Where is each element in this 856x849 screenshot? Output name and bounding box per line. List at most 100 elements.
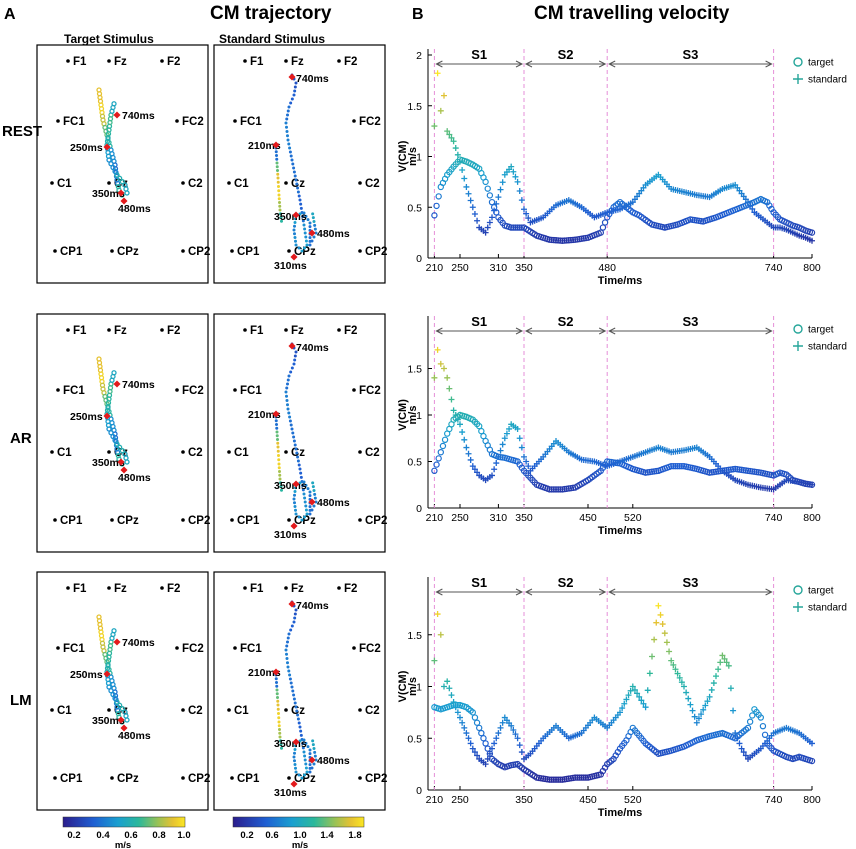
legend-target-label: target bbox=[808, 58, 834, 69]
data-point-standard bbox=[678, 679, 685, 686]
trajectory-point bbox=[292, 170, 296, 174]
electrode-dot bbox=[287, 776, 291, 780]
data-point-standard bbox=[809, 237, 815, 244]
trajectory-point bbox=[300, 776, 304, 780]
data-point-standard bbox=[661, 630, 668, 637]
trajectory-point bbox=[285, 117, 289, 121]
data-point-standard bbox=[457, 421, 463, 428]
trajectory-point bbox=[287, 105, 291, 109]
segment-arrow-head bbox=[524, 327, 533, 335]
trajectory-point bbox=[274, 419, 278, 423]
electrode-dot bbox=[110, 518, 114, 522]
trajectory-point bbox=[287, 632, 291, 636]
trajectory-point bbox=[304, 504, 308, 508]
electrode-dot bbox=[50, 450, 54, 454]
trajectory-point bbox=[288, 415, 292, 419]
trajectory-point bbox=[278, 470, 281, 473]
trajectory-point bbox=[280, 219, 283, 223]
trajectory-point bbox=[302, 750, 306, 754]
trajectory-point bbox=[296, 713, 300, 717]
data-point-standard bbox=[619, 705, 626, 712]
trajectory-point bbox=[293, 763, 297, 766]
data-point-standard bbox=[710, 680, 717, 687]
data-point-standard bbox=[469, 745, 476, 752]
data-point-standard bbox=[495, 730, 502, 737]
trajectory-point bbox=[305, 243, 309, 247]
data-point-standard bbox=[508, 163, 515, 170]
data-point-target bbox=[746, 718, 754, 725]
electrode-label-f1: F1 bbox=[73, 325, 87, 337]
trajectory-point bbox=[291, 689, 295, 693]
data-point-standard bbox=[674, 670, 681, 677]
data-point-standard bbox=[441, 683, 447, 690]
trajectory-point bbox=[293, 358, 297, 362]
data-point-target bbox=[554, 237, 562, 244]
segment-arrow-head bbox=[765, 327, 773, 335]
trajectory-point bbox=[110, 433, 116, 440]
series-standard bbox=[431, 602, 815, 768]
data-point-standard bbox=[514, 735, 521, 742]
y-tick-label: 2 bbox=[416, 50, 422, 62]
data-point-standard bbox=[689, 707, 696, 714]
series-standard bbox=[431, 346, 815, 493]
velocity-charts: 0 0.5 1 1.5 2 210 250 310 350 480 740 800 Time/ms V(C… bbox=[397, 47, 847, 819]
electrode-dot bbox=[53, 518, 57, 522]
trajectory-point bbox=[278, 731, 282, 735]
trajectory-point bbox=[294, 508, 297, 512]
trajectory-point bbox=[292, 497, 296, 501]
data-point-standard bbox=[695, 715, 702, 722]
colorbar-tick: 0.6 bbox=[265, 830, 278, 841]
data-point-standard bbox=[467, 197, 474, 204]
trajectory-point bbox=[289, 101, 293, 105]
trajectory-point bbox=[276, 696, 279, 699]
data-point-standard bbox=[523, 458, 530, 465]
electrode-label-fz: Fz bbox=[291, 583, 304, 595]
data-point-standard bbox=[516, 435, 523, 442]
segment-label: S1 bbox=[471, 314, 487, 329]
data-point-standard bbox=[809, 740, 815, 747]
electrode-label-fc1: FC1 bbox=[63, 385, 85, 397]
data-point-standard bbox=[687, 701, 694, 708]
velocity-chart-3: 0 0.5 1 1.5 210 250 350 450 520 740 800 Time/ms V(CM… bbox=[397, 575, 847, 819]
trajectory-point bbox=[302, 492, 306, 496]
trajectory-point bbox=[308, 494, 312, 498]
electrode-label-fc1: FC1 bbox=[240, 385, 262, 397]
data-point-standard bbox=[489, 472, 495, 479]
trajectory-point bbox=[278, 208, 282, 212]
data-point-standard bbox=[493, 200, 500, 207]
trajectory-point bbox=[274, 150, 278, 154]
topo-box-lm-standard bbox=[213, 571, 386, 811]
legend-target-label: target bbox=[808, 325, 834, 336]
trajectory-point bbox=[293, 493, 296, 497]
y-tick-label: 1 bbox=[416, 410, 422, 422]
x-axis-label: Time/ms bbox=[598, 807, 642, 819]
data-point-standard bbox=[636, 693, 643, 700]
data-point-standard bbox=[521, 206, 527, 213]
trajectory-point bbox=[294, 243, 298, 247]
trajectory-point bbox=[299, 471, 303, 475]
electrode-dot bbox=[181, 708, 185, 712]
electrode-label-f2: F2 bbox=[167, 325, 180, 337]
legend-standard-label: standard bbox=[808, 603, 847, 614]
colorbar-tick: 0.2 bbox=[240, 830, 253, 841]
annotation-label: 350ms bbox=[274, 480, 307, 492]
trajectory-point bbox=[297, 721, 301, 725]
data-point-target bbox=[546, 236, 553, 243]
electrode-label-c1: C1 bbox=[234, 705, 249, 717]
data-point-standard bbox=[685, 695, 692, 702]
data-point-standard bbox=[713, 673, 719, 680]
y-tick-label: 0 bbox=[416, 253, 422, 265]
electrode-label-cp2: CP2 bbox=[365, 515, 387, 527]
electrode-dot bbox=[227, 708, 231, 712]
data-point-standard bbox=[465, 190, 472, 197]
trajectory-point bbox=[304, 766, 308, 770]
trajectory-point bbox=[287, 669, 291, 673]
trajectory-point bbox=[285, 399, 289, 402]
trajectory-point bbox=[112, 695, 118, 701]
x-tick-label: 210 bbox=[426, 794, 444, 806]
trajectory-point bbox=[293, 748, 297, 751]
annotation-label: 310ms bbox=[274, 787, 307, 799]
trajectory-point bbox=[119, 448, 125, 454]
y-axis-label: V(CM) bbox=[397, 670, 409, 702]
segment-label: S3 bbox=[682, 314, 698, 329]
